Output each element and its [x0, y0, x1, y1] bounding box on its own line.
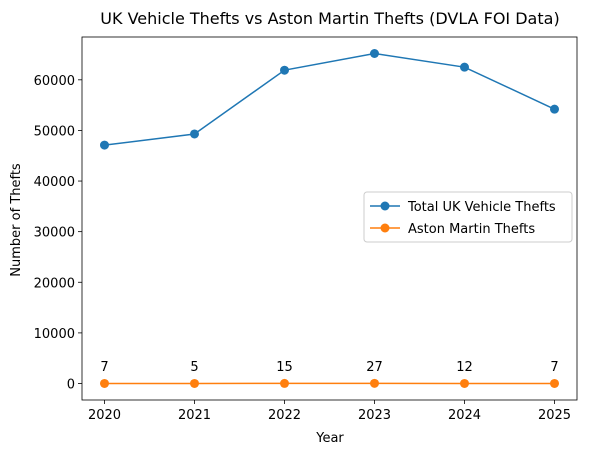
chart-title: UK Vehicle Thefts vs Aston Martin Thefts…	[100, 9, 559, 28]
series-0-point-2021	[190, 129, 199, 139]
series-0-point-2022	[280, 65, 289, 75]
series-0-point-2020	[100, 140, 109, 150]
y-tick-label-10000: 10000	[34, 327, 75, 342]
series-1-point-2022	[280, 378, 289, 388]
x-axis-label: Year	[315, 431, 344, 446]
x-tick-label-2021: 2021	[178, 408, 211, 423]
y-tick-label-40000: 40000	[34, 175, 75, 190]
y-tick-label-20000: 20000	[34, 276, 75, 291]
legend-label-1: Aston Martin Thefts	[408, 222, 535, 237]
plot-frame	[81, 36, 578, 401]
x-tick-label-2022: 2022	[268, 408, 301, 423]
plot-area: 2020 2021 2022 2023 2024 2025 0 10000 20000 30000…	[34, 36, 578, 423]
series-1-point-2021	[190, 378, 199, 388]
y-tick-label-60000: 60000	[34, 74, 75, 89]
data-label-2025: 7	[550, 360, 558, 375]
x-tick-label-2025: 2025	[538, 408, 571, 423]
series-1-point-2023	[370, 378, 379, 388]
data-label-2024: 12	[456, 360, 473, 375]
legend-label-0: Total UK Vehicle Thefts	[407, 200, 556, 215]
y-tick-label-50000: 50000	[34, 124, 75, 139]
data-label-2022: 15	[276, 360, 293, 375]
series-1-point-2025	[550, 378, 559, 388]
y-tick-label-0: 0	[67, 378, 75, 393]
x-tick-label-2023: 2023	[358, 408, 391, 423]
legend-marker-1	[380, 223, 390, 233]
y-axis-label: Number of Thefts	[9, 163, 24, 277]
x-tick-label-2024: 2024	[448, 408, 481, 423]
y-tick-label-30000: 30000	[34, 226, 75, 241]
series-line-0	[104, 52, 555, 146]
x-tick-label-2020: 2020	[88, 408, 121, 423]
data-label-2023: 27	[366, 360, 383, 375]
series-1-point-2020	[100, 378, 109, 388]
legend-marker-0	[380, 201, 390, 211]
data-label-2020: 7	[100, 360, 108, 375]
data-label-2021: 5	[190, 360, 198, 375]
series-0-point-2024	[460, 62, 469, 72]
series-0-point-2025	[550, 104, 559, 114]
series-0-point-2023	[370, 49, 379, 58]
legend: Total UK Vehicle Thefts Aston Martin Thef…	[363, 191, 573, 243]
series-1-point-2024	[460, 378, 469, 388]
legend-box	[363, 191, 573, 243]
